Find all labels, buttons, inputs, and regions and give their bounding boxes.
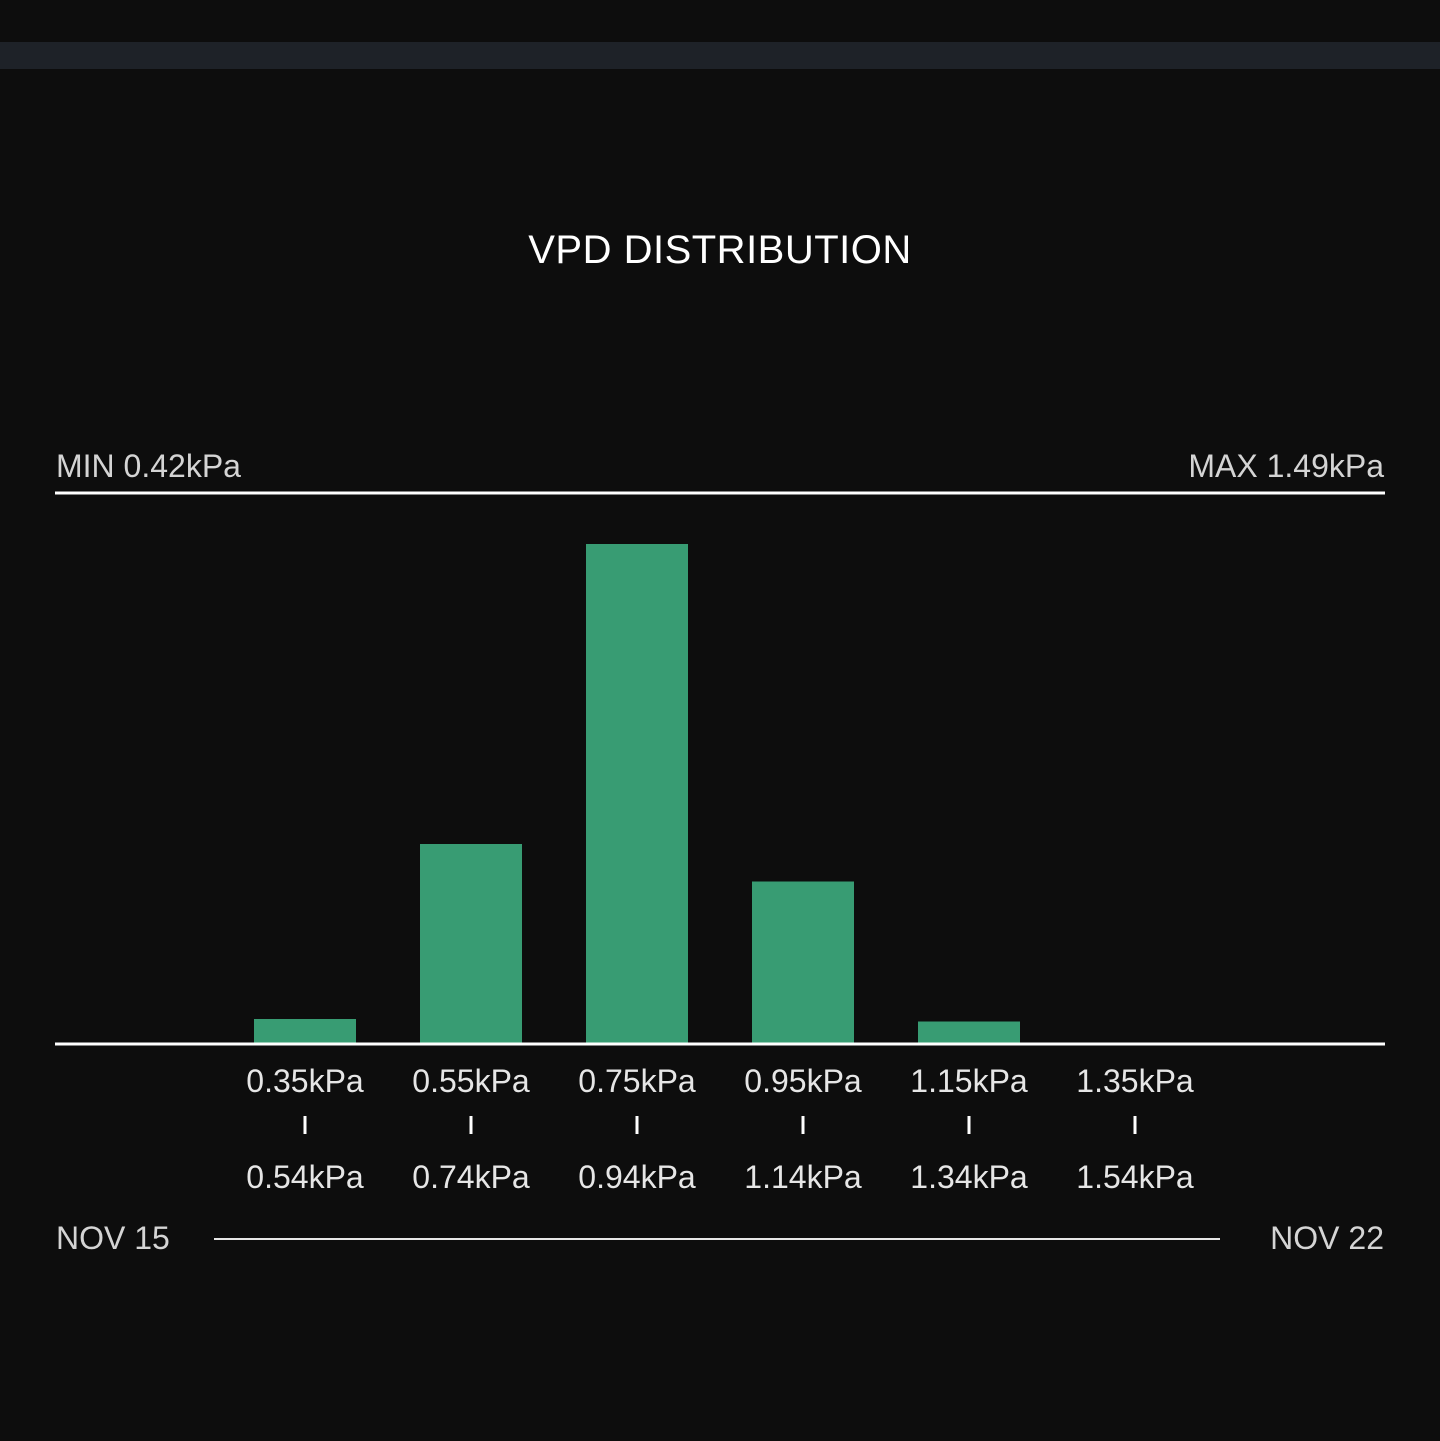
top-bar [0,42,1440,69]
histogram-bar [254,1019,356,1044]
bin-high-label: 1.14kPa [744,1159,862,1195]
chart-title: VPD DISTRIBUTION [528,228,912,272]
bin-high-label: 0.74kPa [412,1159,530,1195]
max-vpd-label: MAX 1.49kPa [1188,448,1384,484]
vpd-histogram: 0.35kPa 0.54kPa 0.55kPa 0.74kPa 0.75kPa 0.94k… [55,491,1385,1195]
bin-low-label: 0.35kPa [246,1063,364,1099]
bin-low-label: 0.95kPa [744,1063,862,1099]
bin-high-label: 0.54kPa [246,1159,364,1195]
histogram-bar [420,844,522,1044]
histogram-bar [586,544,688,1044]
bin-low-label: 1.15kPa [910,1063,1028,1099]
min-vpd-label: MIN 0.42kPa [56,448,241,484]
bin-high-label: 1.34kPa [910,1159,1028,1195]
date-range-start: NOV 15 [56,1220,170,1256]
bin-high-label: 0.94kPa [578,1159,696,1195]
histogram-bar [752,881,854,1044]
histogram-bar [918,1021,1020,1044]
bin-high-label: 1.54kPa [1076,1159,1194,1195]
bin-low-label: 1.35kPa [1076,1063,1194,1099]
bin-low-label: 0.75kPa [578,1063,696,1099]
date-range-end: NOV 22 [1270,1220,1384,1256]
date-range-line [214,1238,1220,1240]
bin-low-label: 0.55kPa [412,1063,530,1099]
